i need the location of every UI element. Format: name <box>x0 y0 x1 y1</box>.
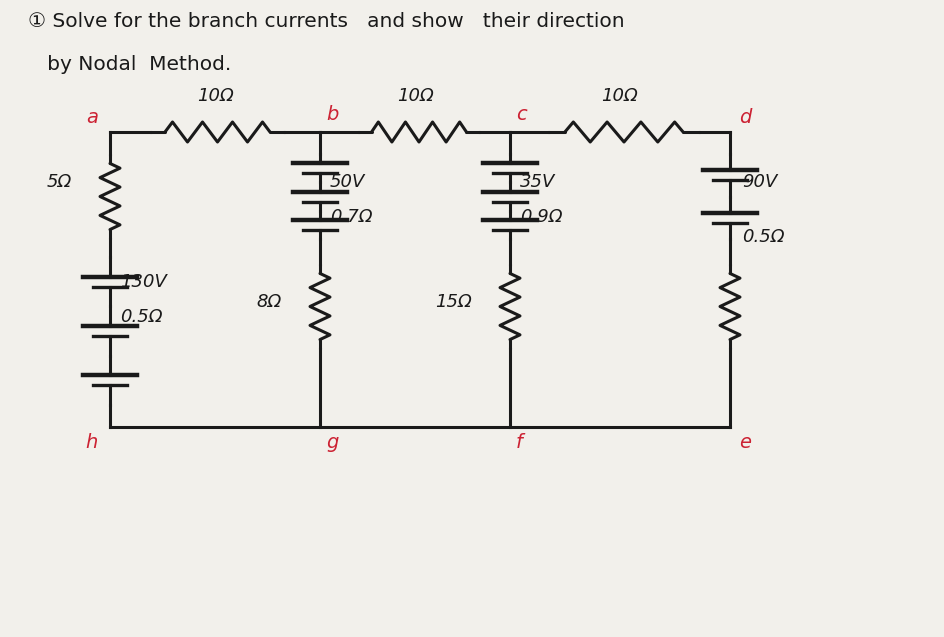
Text: c: c <box>515 105 526 124</box>
Text: f: f <box>515 433 522 452</box>
Text: 10Ω: 10Ω <box>601 87 638 105</box>
Text: 10Ω: 10Ω <box>196 87 233 105</box>
Text: b: b <box>326 105 338 124</box>
Text: d: d <box>738 108 750 127</box>
Text: 0.5Ω: 0.5Ω <box>741 228 784 246</box>
Text: 0.5Ω: 0.5Ω <box>120 308 162 326</box>
Text: 130V: 130V <box>120 273 167 291</box>
Text: 0.9Ω: 0.9Ω <box>519 208 562 226</box>
Text: e: e <box>738 433 750 452</box>
Text: ① Solve for the branch currents   and show   their direction: ① Solve for the branch currents and show… <box>28 12 624 31</box>
Text: g: g <box>326 433 338 452</box>
Text: 5Ω: 5Ω <box>46 173 72 191</box>
Text: by Nodal  Method.: by Nodal Method. <box>28 55 231 74</box>
Text: 15Ω: 15Ω <box>435 293 471 311</box>
Text: 0.7Ω: 0.7Ω <box>329 208 372 226</box>
Text: 50V: 50V <box>329 173 365 191</box>
Text: 10Ω: 10Ω <box>396 87 433 105</box>
Text: a: a <box>86 108 98 127</box>
Text: 8Ω: 8Ω <box>257 293 281 311</box>
Text: 35V: 35V <box>519 173 555 191</box>
Text: h: h <box>86 433 98 452</box>
Text: 90V: 90V <box>741 173 777 191</box>
